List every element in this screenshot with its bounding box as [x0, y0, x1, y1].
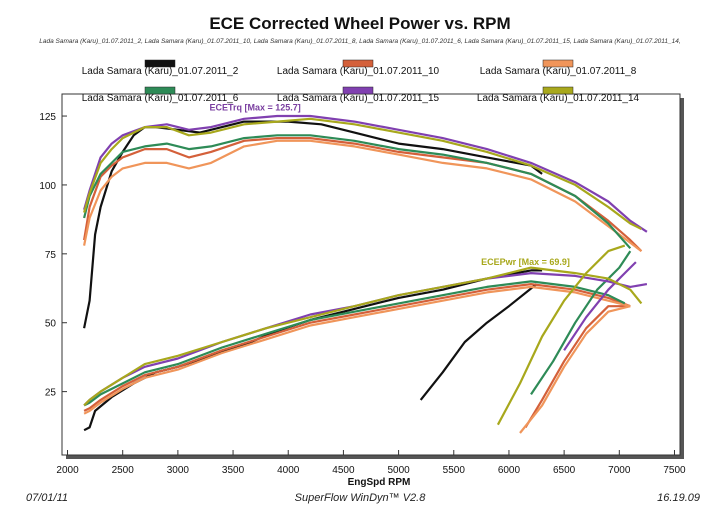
series-line-tail — [524, 305, 631, 428]
series-line-tail — [563, 261, 637, 351]
x-tick-label: 3000 — [167, 465, 190, 476]
chart-subtitle: Lada Samara (Karu)_01.07.2011_2, Lada Sa… — [39, 38, 681, 45]
y-tick-label: 25 — [45, 388, 57, 399]
footer-software: SuperFlow WinDyn™ V2.8 — [294, 492, 426, 504]
x-tick-label: 6500 — [553, 465, 576, 476]
legend-swatch — [342, 59, 374, 68]
chart-title: ECE Corrected Wheel Power vs. RPM — [209, 14, 511, 33]
series-line-tail — [530, 250, 632, 396]
y-tick-label: 100 — [39, 181, 56, 192]
series-line-power — [83, 269, 543, 432]
x-tick-label: 6000 — [498, 465, 521, 476]
series-line-tail — [419, 283, 538, 401]
series-line-tail — [519, 305, 631, 434]
series-line-power — [83, 283, 631, 412]
legend-swatch — [542, 59, 574, 68]
series-line-power — [83, 266, 643, 407]
legend-label: Lada Samara (Karu)_01.07.2011_15 — [277, 93, 440, 104]
series-line-power — [83, 280, 626, 407]
annotation-label: ECETrq [Max = 125.7] — [209, 103, 300, 113]
legend-label: Lada Samara (Karu)_01.07.2011_14 — [477, 93, 640, 104]
x-tick-label: 4500 — [332, 465, 355, 476]
legend-label: Lada Samara (Karu)_01.07.2011_2 — [82, 66, 239, 77]
x-tick-label: 7000 — [608, 465, 631, 476]
series-line-power — [83, 285, 631, 415]
legend-label: Lada Samara (Karu)_01.07.2011_10 — [277, 66, 440, 77]
series-line-torque — [83, 139, 643, 252]
legend-swatch — [542, 86, 574, 95]
x-tick-label: 3500 — [222, 465, 245, 476]
series-line-torque — [83, 134, 632, 250]
legend-swatch — [342, 86, 374, 95]
x-tick-label: 7500 — [663, 465, 686, 476]
y-tick-label: 125 — [39, 112, 56, 123]
legend-label: Lada Samara (Karu)_01.07.2011_8 — [480, 66, 637, 77]
y-tick-label: 75 — [45, 250, 57, 261]
series-line-torque — [83, 117, 642, 230]
legend-label: Lada Samara (Karu)_01.07.2011_6 — [82, 93, 239, 104]
x-tick-label: 5500 — [443, 465, 466, 476]
series-line-torque — [83, 114, 648, 233]
x-axis-label: EngSpd RPM — [348, 477, 411, 488]
series-line-tail — [496, 244, 626, 426]
x-tick-label: 2000 — [56, 465, 79, 476]
x-tick-label: 4000 — [277, 465, 300, 476]
y-tick-label: 50 — [45, 319, 57, 330]
legend-swatch — [144, 86, 176, 95]
annotation-label: ECEPwr [Max = 69.9] — [481, 257, 570, 267]
series-line-torque — [83, 120, 543, 329]
legend-swatch — [144, 59, 176, 68]
footer-date: 07/01/11 — [26, 492, 69, 504]
footer-time: 16.19.09 — [657, 492, 700, 504]
x-tick-label: 5000 — [387, 465, 410, 476]
x-tick-label: 2500 — [112, 465, 135, 476]
